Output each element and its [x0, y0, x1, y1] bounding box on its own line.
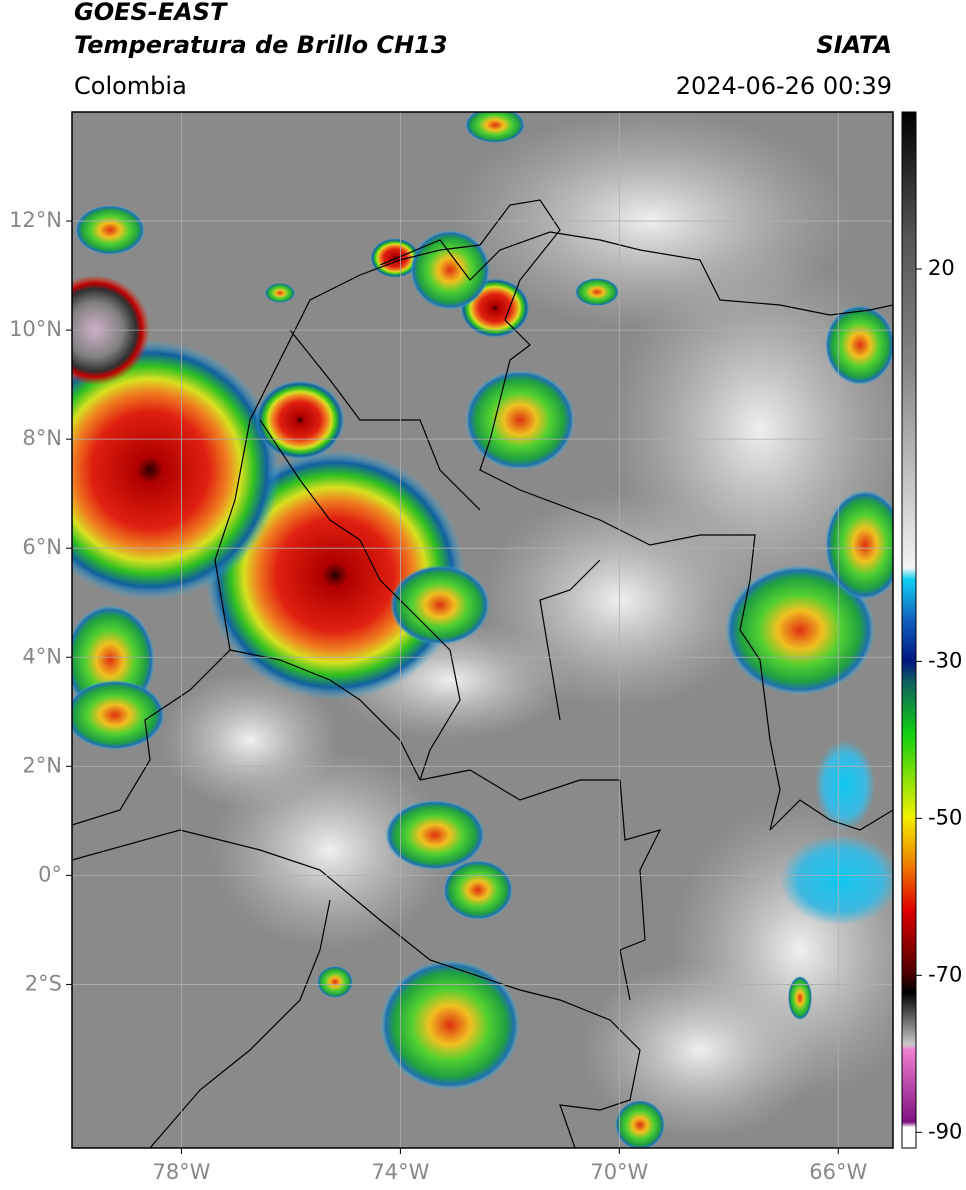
y-tick-label: 4°N [22, 644, 62, 668]
y-tick-label: 2°N [22, 753, 62, 777]
y-tick-label: 2°S [25, 971, 62, 995]
x-tick-label: 78°W [152, 1160, 210, 1184]
colorbar [901, 111, 917, 1149]
borders [72, 199, 893, 1148]
x-tick-label: 70°W [590, 1160, 648, 1184]
graticule [72, 112, 893, 1148]
map-frame [71, 111, 894, 1149]
y-tick-label: 10°N [9, 317, 62, 341]
colorbar-tick-label: -30 [928, 648, 962, 672]
colorbar-tick-label: 20 [928, 256, 955, 280]
x-tick-label: 74°W [371, 1160, 429, 1184]
datetime: 2024-06-26 00:39 [676, 72, 892, 100]
satellite-image [72, 112, 893, 1148]
y-tick-label: 8°N [22, 426, 62, 450]
colorbar-tick-label: -90 [928, 1119, 962, 1143]
colorbar-tick-label: -70 [928, 962, 962, 986]
region: Colombia [74, 72, 187, 100]
clouds [160, 112, 893, 1140]
title-line2: Temperatura de Brillo CH13 [74, 31, 448, 59]
y-tick-label: 6°N [22, 535, 62, 559]
y-tick-label: 12°N [9, 208, 62, 232]
title-line1: GOES-EAST [74, 0, 228, 26]
colorbar-tick-label: -50 [928, 805, 962, 829]
convective-cells [72, 112, 893, 1148]
source: SIATA [816, 31, 892, 59]
x-tick-label: 66°W [809, 1160, 867, 1184]
axes: 78°W 74°W 70°W 66°W 12°N 10°N 8°N 6°N 4°N 2°N 0° 2°… [9, 208, 962, 1184]
y-tick-label: 0° [38, 862, 62, 886]
